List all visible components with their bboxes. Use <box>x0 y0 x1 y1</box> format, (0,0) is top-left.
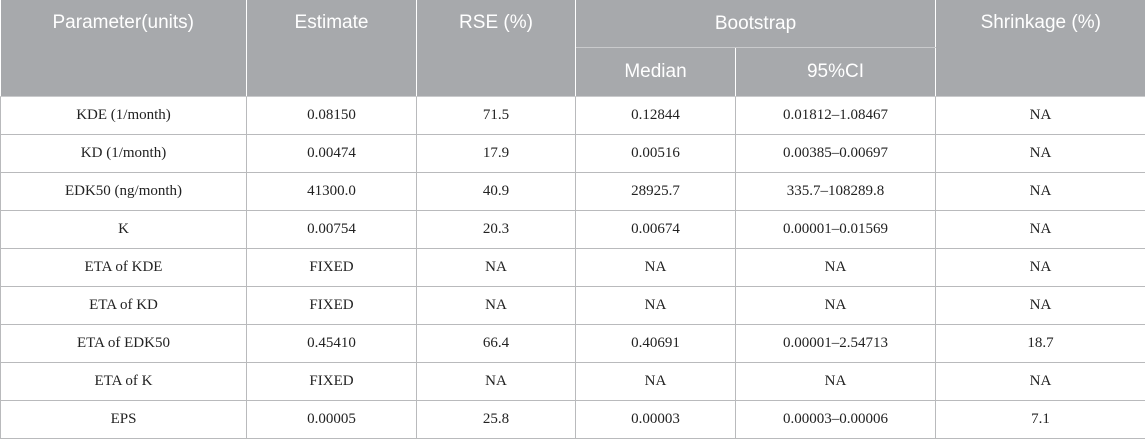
cell-parameter: KD (1/month) <box>0 134 247 173</box>
cell-rse: NA <box>416 286 576 325</box>
cell-estimate: 0.08150 <box>246 96 417 135</box>
cell-median: 0.40691 <box>575 324 736 363</box>
cell-shrinkage: NA <box>935 172 1145 211</box>
cell-parameter: EDK50 (ng/month) <box>0 172 247 211</box>
cell-parameter: ETA of KDE <box>0 248 247 287</box>
cell-ci: 0.00001–0.01569 <box>734 210 937 249</box>
cell-shrinkage: NA <box>935 362 1145 401</box>
cell-estimate: 0.00754 <box>246 210 417 249</box>
cell-rse: NA <box>416 248 576 287</box>
header-bootstrap: Bootstrap <box>574 0 937 48</box>
table-body: KDE (1/month) 0.08150 71.5 0.12844 0.018… <box>0 96 1145 439</box>
header-parameter: Parameter(units) <box>0 0 247 97</box>
cell-shrinkage: NA <box>935 96 1145 135</box>
table-row: ETA of KD FIXED NA NA NA NA <box>0 286 1145 325</box>
cell-shrinkage: NA <box>935 248 1145 287</box>
cell-estimate: 41300.0 <box>246 172 417 211</box>
cell-rse: NA <box>416 362 576 401</box>
cell-rse: 17.9 <box>416 134 576 173</box>
table-row: ETA of EDK50 0.45410 66.4 0.40691 0.0000… <box>0 324 1145 363</box>
cell-ci: NA <box>734 286 937 325</box>
cell-estimate: FIXED <box>246 362 417 401</box>
header-median: Median <box>575 47 736 97</box>
cell-ci: NA <box>734 248 937 287</box>
table-row: ETA of K FIXED NA NA NA NA <box>0 362 1145 401</box>
cell-median: 28925.7 <box>575 172 736 211</box>
cell-ci: NA <box>734 362 937 401</box>
cell-median: 0.00003 <box>575 400 736 439</box>
cell-shrinkage: 7.1 <box>935 400 1145 439</box>
cell-shrinkage: NA <box>935 286 1145 325</box>
table-header: Parameter(units) Estimate RSE (%) Bootst… <box>0 0 1145 97</box>
cell-parameter: ETA of KD <box>0 286 247 325</box>
cell-estimate: FIXED <box>246 286 417 325</box>
cell-parameter: ETA of K <box>0 362 247 401</box>
cell-parameter: EPS <box>0 400 247 439</box>
cell-estimate: FIXED <box>246 248 417 287</box>
cell-rse: 25.8 <box>416 400 576 439</box>
header-estimate: Estimate <box>246 0 417 97</box>
table-row: KD (1/month) 0.00474 17.9 0.00516 0.0038… <box>0 134 1145 173</box>
cell-parameter: ETA of EDK50 <box>0 324 247 363</box>
cell-estimate: 0.45410 <box>246 324 417 363</box>
header-shrinkage: Shrinkage (%) <box>935 0 1145 97</box>
cell-parameter: KDE (1/month) <box>0 96 247 135</box>
table-row: ETA of KDE FIXED NA NA NA NA <box>0 248 1145 287</box>
cell-median: 0.00674 <box>575 210 736 249</box>
table-row: KDE (1/month) 0.08150 71.5 0.12844 0.018… <box>0 96 1145 135</box>
cell-median: NA <box>575 286 736 325</box>
cell-ci: 0.01812–1.08467 <box>734 96 937 135</box>
cell-estimate: 0.00005 <box>246 400 417 439</box>
cell-ci: 0.00385–0.00697 <box>734 134 937 173</box>
cell-estimate: 0.00474 <box>246 134 417 173</box>
cell-shrinkage: NA <box>935 134 1145 173</box>
cell-shrinkage: NA <box>935 210 1145 249</box>
cell-median: NA <box>575 362 736 401</box>
cell-ci: 0.00001–2.54713 <box>734 324 937 363</box>
cell-ci: 335.7–108289.8 <box>734 172 937 211</box>
cell-parameter: K <box>0 210 247 249</box>
cell-ci: 0.00003–0.00006 <box>734 400 937 439</box>
table-row: EPS 0.00005 25.8 0.00003 0.00003–0.00006… <box>0 400 1145 439</box>
header-ci: 95%CI <box>734 47 936 97</box>
cell-rse: 66.4 <box>416 324 576 363</box>
cell-rse: 71.5 <box>416 96 576 135</box>
cell-median: 0.00516 <box>575 134 736 173</box>
table-row: K 0.00754 20.3 0.00674 0.00001–0.01569 N… <box>0 210 1145 249</box>
table-row: EDK50 (ng/month) 41300.0 40.9 28925.7 33… <box>0 172 1145 211</box>
cell-rse: 40.9 <box>416 172 576 211</box>
cell-median: 0.12844 <box>575 96 736 135</box>
cell-shrinkage: 18.7 <box>935 324 1145 363</box>
header-rse: RSE (%) <box>416 0 576 97</box>
cell-rse: 20.3 <box>416 210 576 249</box>
cell-median: NA <box>575 248 736 287</box>
